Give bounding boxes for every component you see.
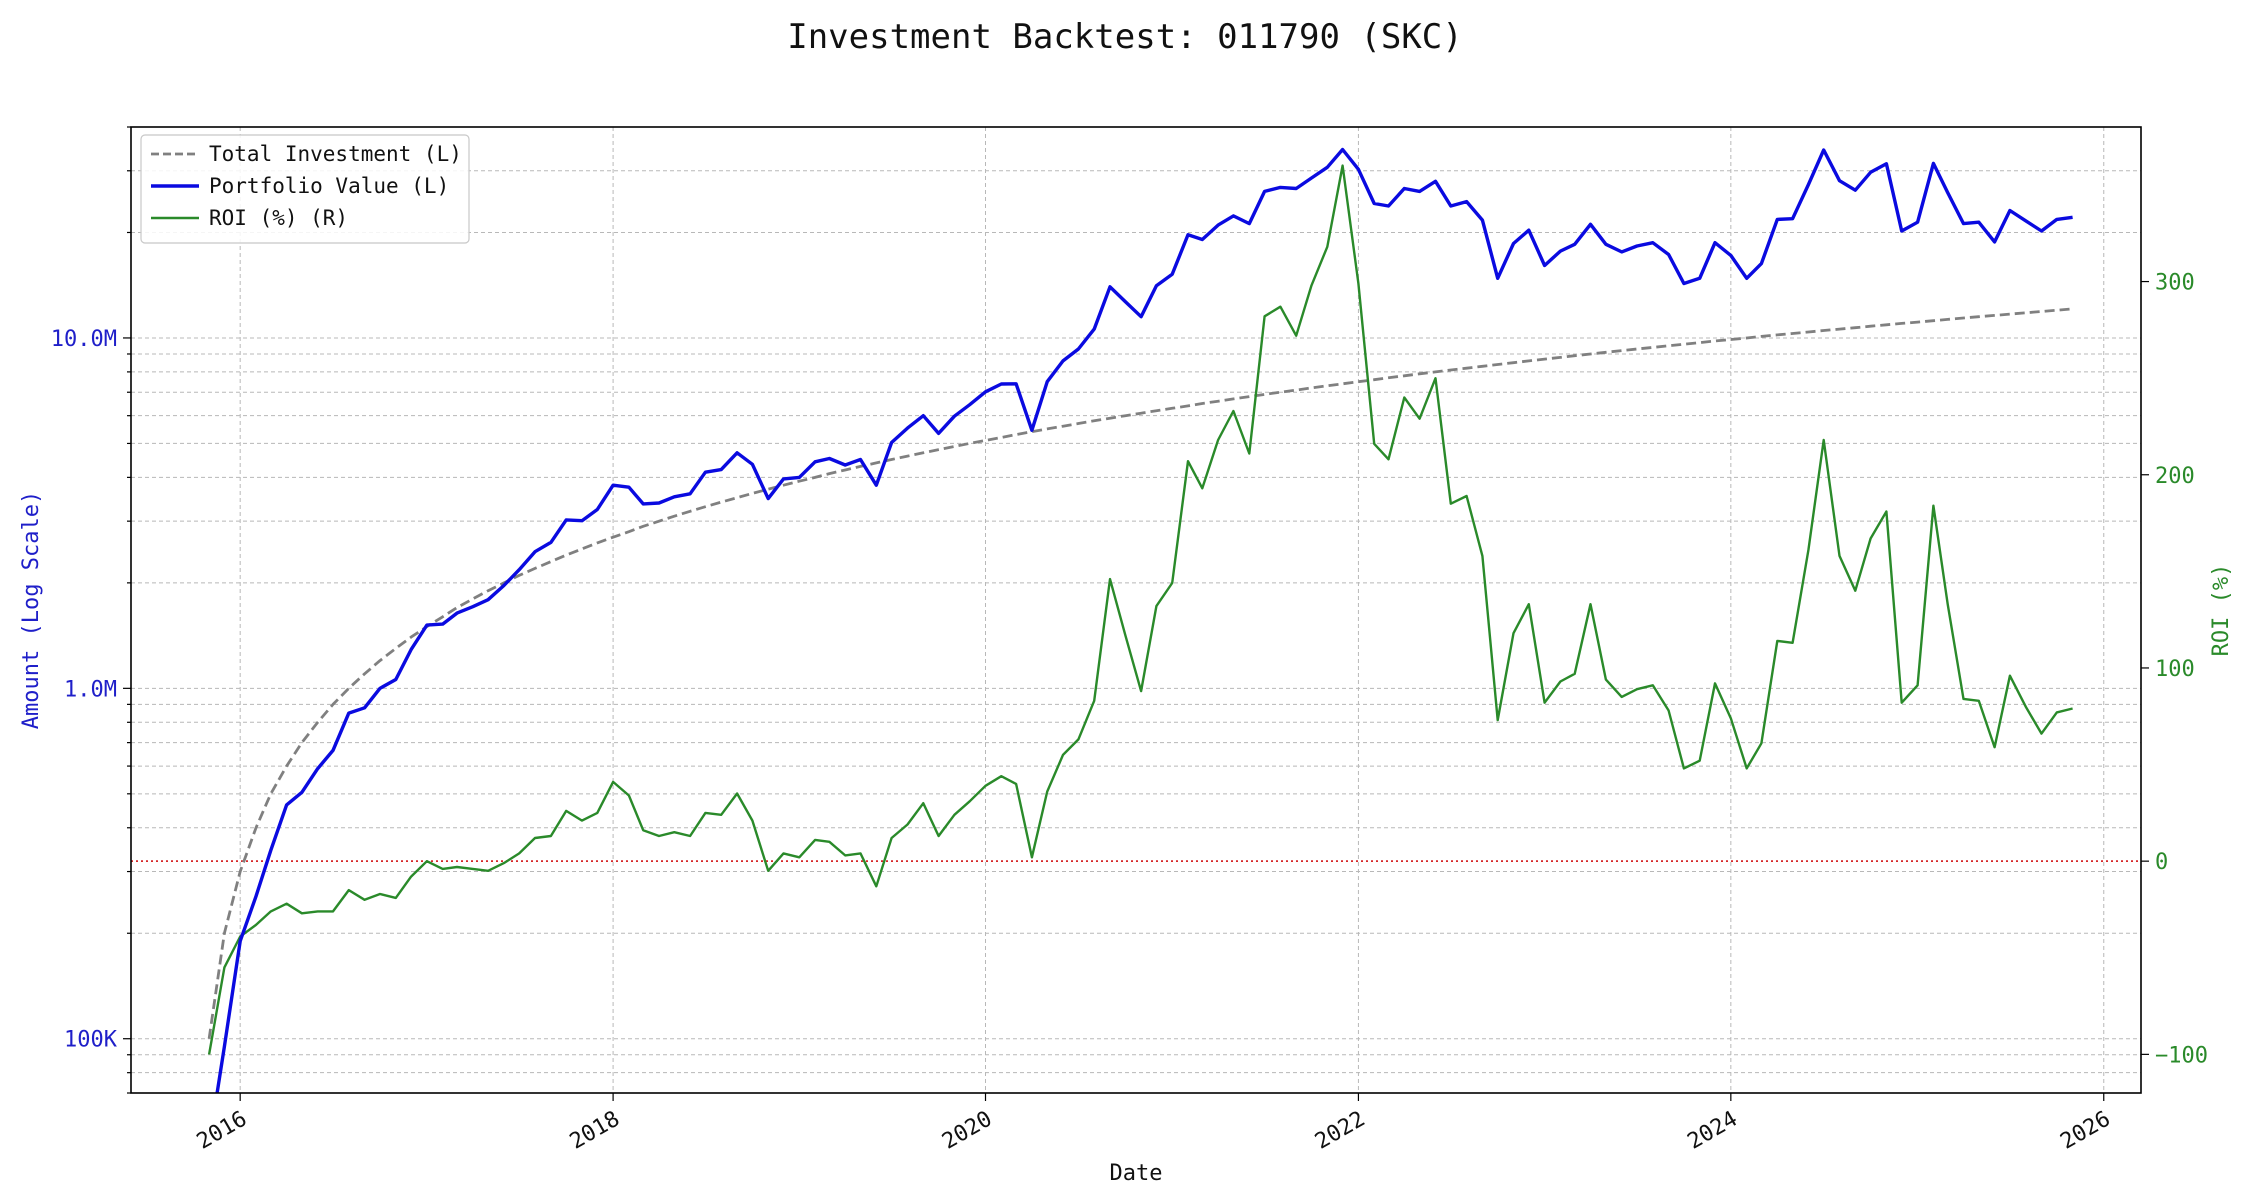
roi-line xyxy=(207,164,2073,1055)
legend-label: ROI (%) (R) xyxy=(209,206,348,230)
portfolio-value-line xyxy=(215,147,2073,1093)
x-axis-label: Date xyxy=(1110,1161,1163,1186)
x-tick-label: 2022 xyxy=(1311,1107,1369,1155)
x-tick-label: 2026 xyxy=(2056,1107,2114,1155)
right-tick-label: 0 xyxy=(2155,850,2168,875)
left-axis-ticks: 100K 1.0M 10.0M xyxy=(51,327,118,1053)
x-tick-label: 2024 xyxy=(1683,1107,1741,1155)
total-investment-line xyxy=(207,307,2073,1039)
series-lines xyxy=(207,147,2073,1093)
right-tick-label: 300 xyxy=(2155,271,2195,296)
right-axis-label: ROI (%) xyxy=(2209,564,2234,657)
x-tick-label: 2018 xyxy=(566,1107,624,1155)
left-tick-label: 10.0M xyxy=(51,327,117,352)
right-tick-label: 100 xyxy=(2155,657,2195,682)
left-tick-label: 100K xyxy=(64,1028,118,1053)
right-axis-ticks: −100 0 100 200 300 xyxy=(2141,271,2208,1068)
plot-frame xyxy=(130,126,2142,1094)
right-tick-label: −100 xyxy=(2155,1043,2208,1068)
x-tick-label: 2016 xyxy=(193,1107,251,1155)
right-tick-label: 200 xyxy=(2155,464,2195,489)
grid-lines xyxy=(123,126,2141,1094)
x-axis-ticks: 2016 2018 2020 2022 2024 2026 xyxy=(193,1093,2115,1155)
x-tick-label: 2020 xyxy=(938,1107,996,1155)
left-tick-label: 1.0M xyxy=(64,677,117,702)
legend-label: Total Investment (L) xyxy=(209,142,462,166)
legend-box xyxy=(140,134,470,244)
left-axis-label: Amount (Log Scale) xyxy=(19,491,44,729)
chart-title: Investment Backtest: 011790 (SKC) xyxy=(787,17,1463,57)
legend: Total Investment (L) Portfolio Value (L) R… xyxy=(140,134,470,244)
legend-label: Portfolio Value (L) xyxy=(209,174,449,198)
